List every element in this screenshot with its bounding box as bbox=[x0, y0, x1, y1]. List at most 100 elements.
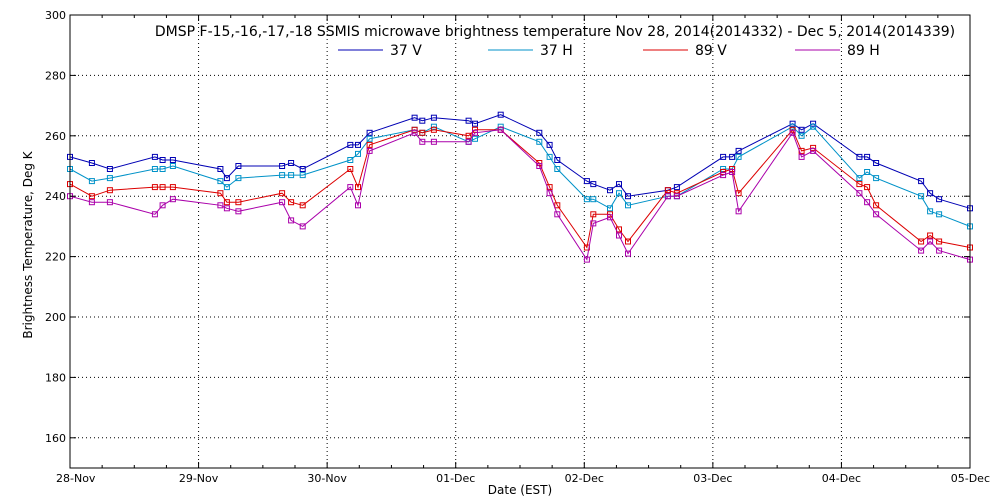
legend-item: 37 V bbox=[338, 43, 422, 59]
data-point bbox=[729, 169, 736, 175]
data-point bbox=[616, 181, 622, 188]
data-point bbox=[288, 199, 295, 206]
data-point bbox=[288, 160, 295, 166]
data-point bbox=[873, 175, 880, 182]
data-point bbox=[419, 117, 426, 124]
data-point bbox=[366, 129, 373, 136]
data-point bbox=[798, 132, 805, 139]
data-point bbox=[366, 141, 373, 148]
data-point bbox=[729, 153, 736, 160]
data-point bbox=[546, 153, 553, 160]
data-point bbox=[465, 132, 472, 139]
data-point bbox=[88, 160, 95, 166]
data-point bbox=[873, 160, 880, 166]
y-tick-label: 300 bbox=[45, 9, 66, 22]
x-tick-label: 30-Nov bbox=[307, 472, 347, 485]
y-tick-label: 220 bbox=[45, 251, 66, 264]
data-point bbox=[299, 202, 306, 209]
data-point bbox=[151, 184, 158, 191]
y-tick-label: 160 bbox=[45, 432, 66, 445]
data-point bbox=[810, 147, 817, 154]
data-point bbox=[430, 123, 437, 130]
data-point bbox=[856, 181, 863, 188]
data-point bbox=[616, 190, 622, 197]
data-point bbox=[873, 202, 880, 209]
data-point bbox=[625, 202, 631, 209]
data-point bbox=[554, 202, 561, 209]
y-axis: 160 180 200 220 240 260 280 300 bbox=[45, 9, 970, 445]
data-point bbox=[223, 205, 230, 212]
legend: 37 V 37 H 89 V 89 H bbox=[338, 43, 880, 59]
data-point bbox=[151, 211, 158, 218]
data-point bbox=[347, 157, 354, 163]
data-point bbox=[430, 138, 437, 145]
data-point bbox=[347, 184, 354, 191]
data-point bbox=[106, 166, 113, 172]
data-point bbox=[918, 238, 925, 245]
data-point bbox=[169, 163, 176, 169]
data-point bbox=[151, 153, 158, 160]
data-point bbox=[472, 129, 478, 136]
data-point bbox=[583, 178, 590, 185]
data-point bbox=[366, 147, 373, 154]
data-point bbox=[159, 157, 166, 163]
x-tick-label: 05-Dec bbox=[951, 472, 990, 485]
data-point bbox=[798, 126, 805, 133]
data-point bbox=[355, 150, 361, 157]
data-point bbox=[106, 175, 113, 182]
data-point bbox=[472, 120, 478, 127]
legend-label: 89 H bbox=[847, 43, 880, 59]
data-point bbox=[151, 166, 158, 172]
data-point bbox=[536, 138, 543, 145]
data-point bbox=[288, 172, 295, 179]
data-point bbox=[465, 138, 472, 145]
x-tick-label: 02-Dec bbox=[565, 472, 604, 485]
data-point bbox=[472, 135, 478, 142]
data-point bbox=[798, 153, 805, 160]
data-point bbox=[279, 163, 286, 169]
data-point bbox=[590, 196, 597, 203]
data-point bbox=[235, 175, 242, 182]
legend-label: 37 H bbox=[540, 43, 573, 59]
data-point bbox=[936, 247, 943, 254]
data-point bbox=[288, 217, 295, 224]
series-89-h bbox=[67, 126, 973, 263]
data-point bbox=[720, 172, 727, 179]
y-tick-label: 180 bbox=[45, 371, 66, 384]
data-point bbox=[279, 172, 286, 179]
data-point bbox=[355, 141, 361, 148]
data-point bbox=[720, 169, 727, 175]
data-point bbox=[864, 199, 871, 206]
data-point bbox=[554, 166, 561, 172]
data-point bbox=[583, 256, 590, 263]
data-point bbox=[235, 199, 242, 206]
data-point bbox=[106, 187, 113, 194]
data-point bbox=[918, 193, 925, 200]
x-tick-label: 01-Dec bbox=[436, 472, 475, 485]
x-tick-label: 29-Nov bbox=[179, 472, 219, 485]
data-point bbox=[299, 166, 306, 172]
data-point bbox=[347, 166, 354, 172]
data-point bbox=[235, 208, 242, 215]
data-point bbox=[590, 211, 597, 218]
data-point bbox=[223, 175, 230, 182]
data-point bbox=[299, 172, 306, 179]
data-point bbox=[735, 208, 742, 215]
data-point bbox=[536, 129, 543, 136]
data-point bbox=[583, 196, 590, 203]
data-point bbox=[720, 153, 727, 160]
data-point bbox=[106, 199, 113, 206]
data-point bbox=[497, 123, 504, 130]
data-point bbox=[673, 193, 680, 200]
data-point bbox=[546, 141, 553, 148]
data-point bbox=[735, 153, 742, 160]
data-point bbox=[88, 199, 95, 206]
data-point bbox=[88, 178, 95, 185]
data-point bbox=[217, 166, 224, 172]
x-tick-label: 28-Nov bbox=[56, 472, 96, 485]
data-point bbox=[625, 238, 631, 245]
y-tick-label: 280 bbox=[45, 69, 66, 82]
data-point bbox=[430, 126, 437, 133]
data-point bbox=[497, 111, 504, 118]
data-point bbox=[664, 193, 671, 200]
